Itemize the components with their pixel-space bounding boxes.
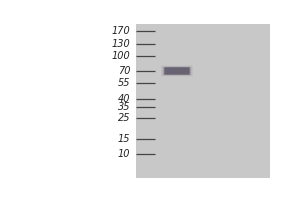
Text: 15: 15: [118, 134, 130, 144]
Bar: [136, 24, 270, 178]
Text: 40: 40: [118, 94, 130, 104]
Text: 55: 55: [118, 78, 130, 88]
Text: 10: 10: [118, 149, 130, 159]
Text: 130: 130: [112, 39, 130, 49]
Text: 170: 170: [112, 26, 130, 36]
FancyBboxPatch shape: [161, 66, 193, 76]
FancyBboxPatch shape: [163, 66, 191, 76]
Text: 100: 100: [112, 51, 130, 61]
Text: 70: 70: [118, 66, 130, 76]
FancyBboxPatch shape: [164, 67, 190, 75]
FancyBboxPatch shape: [164, 67, 190, 75]
Text: 35: 35: [118, 102, 130, 112]
Text: 25: 25: [118, 113, 130, 123]
FancyBboxPatch shape: [165, 68, 189, 74]
